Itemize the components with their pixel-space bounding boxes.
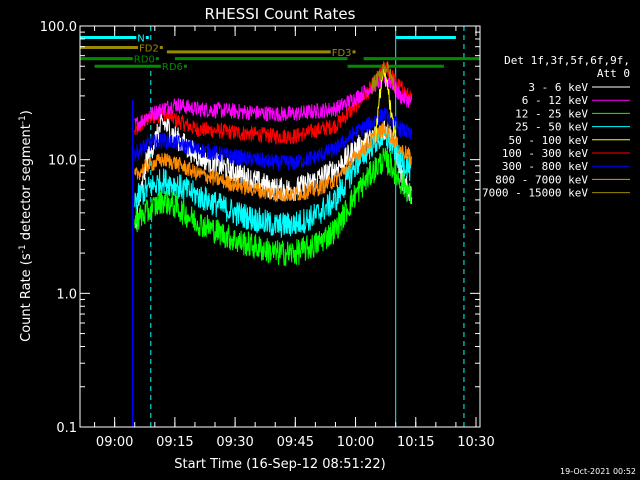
annotation-label-rd0: RD0 xyxy=(134,55,155,66)
legend-header-line-2: Att 0 xyxy=(597,67,630,80)
x-tick-label: 09:00 xyxy=(96,435,133,450)
x-axis-label: Start Time (16-Sep-12 08:51:22) xyxy=(174,457,385,472)
legend-entry-label: 7000 - 15000 keV xyxy=(482,187,588,200)
tick-layer: 0.1 1.0 10.0 100.0 09:00 09:15 09:30 09:45 10:00… xyxy=(40,20,495,450)
x-tick-label: 10:00 xyxy=(337,435,374,450)
y-tick-label: 1.0 xyxy=(56,287,77,302)
y-axis-label-exp-2: -1 xyxy=(18,115,28,124)
series-line-50-100-kev xyxy=(375,67,397,143)
annotation-label-n: N xyxy=(137,34,144,45)
legend-header-line-1: Det 1f,3f,5f,6f,9f, xyxy=(504,54,630,67)
annotation-label-bg xyxy=(132,54,156,66)
y-axis-label-part-2: detector segment xyxy=(19,124,34,244)
x-tick-label: 10:15 xyxy=(397,435,434,450)
series-layer xyxy=(134,60,413,267)
series-line-6-12-kev xyxy=(134,71,413,132)
generation-timestamp: 19-Oct-2021 00:52 xyxy=(560,467,636,476)
y-axis-label-part-1: Count Rate (s xyxy=(19,253,34,342)
annotation-label-bg xyxy=(330,47,353,59)
annotation-label-fd3: FD3 xyxy=(332,48,352,59)
annotation-label-rd6: RD6 xyxy=(162,62,183,73)
y-tick-label: 100.0 xyxy=(40,20,77,35)
x-tick-label: 09:30 xyxy=(216,435,253,450)
annotation-label-fd2: FD2 xyxy=(139,44,159,55)
annotation-label-bg xyxy=(136,33,146,45)
series-line-12-25-kev xyxy=(134,147,413,267)
x-tick-label: 09:45 xyxy=(277,435,314,450)
y-tick-label: 0.1 xyxy=(56,421,77,436)
series-line-7000-15000-kev xyxy=(371,61,397,95)
legend-entry-label: 300 - 800 keV xyxy=(502,160,588,173)
series-line-800-7000-kev xyxy=(134,121,413,203)
y-axis-label-exp-1: -1 xyxy=(18,244,28,253)
x-tick-label: 10:30 xyxy=(457,435,494,450)
series-line-300-800-kev xyxy=(134,107,413,171)
x-tick-label: 09:15 xyxy=(156,435,193,450)
legend-entry-label: 6 - 12 keV xyxy=(522,94,589,107)
legend-entry-label: 3 - 6 keV xyxy=(528,81,588,94)
plot-frame xyxy=(79,25,481,428)
y-axis-label-part-3: ) xyxy=(19,110,34,115)
legend-entry-label: 12 - 25 keV xyxy=(515,107,588,120)
annotation-label-bg xyxy=(138,43,160,55)
annotation-label-bg xyxy=(160,62,184,74)
legend-entry-label: 800 - 7000 keV xyxy=(495,173,588,186)
legend-entry-label: 100 - 300 keV xyxy=(502,147,588,160)
legend-entry-label: 50 - 100 keV xyxy=(509,134,589,147)
legend-entry-label: 25 - 50 keV xyxy=(515,121,588,134)
y-tick-label: 10.0 xyxy=(48,154,77,169)
y-axis-label: Count Rate (s-1 detector segment-1) xyxy=(18,110,34,342)
chart-title: RHESSI Count Rates xyxy=(205,5,356,23)
